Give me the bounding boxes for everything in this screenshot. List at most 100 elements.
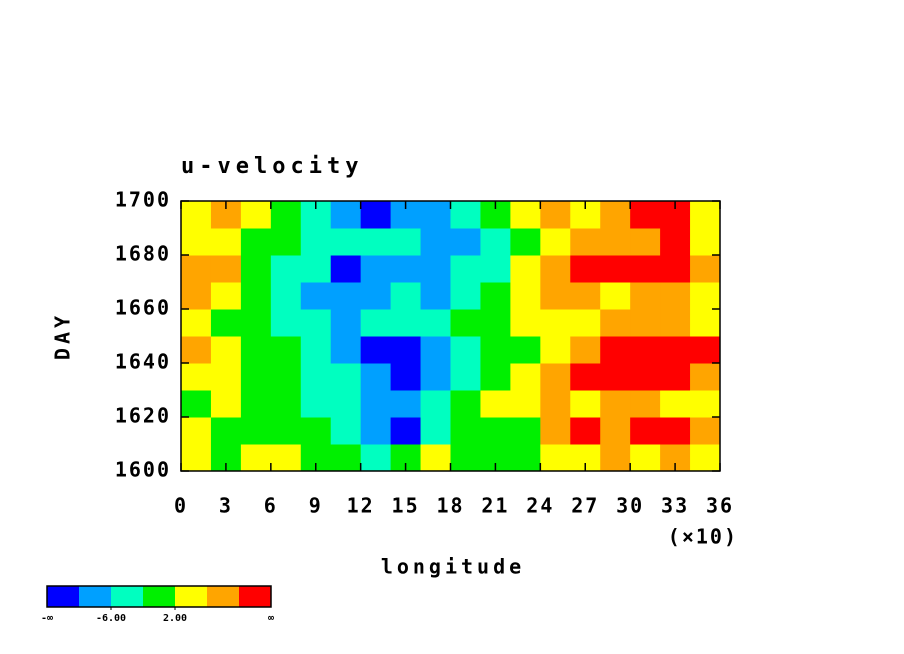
heatmap-cell bbox=[181, 444, 212, 472]
heatmap-cell bbox=[270, 282, 302, 310]
x-tick-label: 6 bbox=[264, 494, 278, 518]
x-tick-label: 0 bbox=[174, 494, 188, 518]
heatmap-cell bbox=[420, 390, 451, 418]
y-tick-label: 1700 bbox=[115, 188, 171, 212]
heatmap-cell bbox=[540, 309, 571, 337]
colorbar-swatch bbox=[79, 586, 111, 607]
heatmap-cell bbox=[210, 309, 242, 337]
heatmap-cell bbox=[240, 309, 272, 337]
heatmap-cell bbox=[390, 255, 422, 283]
heatmap-cell bbox=[510, 228, 541, 256]
heatmap-cell bbox=[390, 309, 422, 337]
heatmap-cell bbox=[600, 201, 631, 229]
heatmap-cell bbox=[330, 336, 362, 364]
heatmap-cell bbox=[540, 363, 571, 391]
heatmap-cell bbox=[630, 309, 661, 337]
heatmap-cell bbox=[270, 363, 302, 391]
heatmap-cell bbox=[210, 255, 242, 283]
heatmap-cell bbox=[600, 336, 631, 364]
heatmap-cell bbox=[360, 444, 392, 472]
heatmap-cell bbox=[270, 336, 302, 364]
heatmap-cell bbox=[181, 282, 212, 310]
colorbar-swatch bbox=[239, 586, 271, 607]
colorbar-tick-label: 2.00 bbox=[163, 613, 187, 624]
heatmap-cell bbox=[360, 363, 392, 391]
heatmap-cell bbox=[181, 363, 212, 391]
heatmap-cell bbox=[390, 363, 422, 391]
heatmap-cell bbox=[540, 228, 571, 256]
heatmap-cell bbox=[600, 228, 631, 256]
x-tick-label: 33 bbox=[661, 494, 689, 518]
heatmap-cell bbox=[420, 282, 451, 310]
heatmap-cell bbox=[420, 228, 451, 256]
heatmap-cell bbox=[660, 417, 691, 445]
heatmap-cell bbox=[570, 336, 601, 364]
heatmap-cell bbox=[240, 282, 272, 310]
heatmap-cell bbox=[420, 201, 451, 229]
x-tick-label: 15 bbox=[392, 494, 420, 518]
heatmap-cell bbox=[390, 417, 422, 445]
colorbar-swatch bbox=[143, 586, 175, 607]
heatmap-cell bbox=[480, 336, 511, 364]
heatmap-cell bbox=[240, 444, 272, 472]
heatmap-cell bbox=[450, 336, 481, 364]
heatmap-cell bbox=[450, 363, 481, 391]
heatmap-cell bbox=[630, 363, 661, 391]
heatmap-cell bbox=[300, 282, 332, 310]
heatmap-cell bbox=[510, 417, 541, 445]
heatmap-cell bbox=[600, 444, 631, 472]
heatmap-cell bbox=[300, 363, 332, 391]
y-tick-label: 1600 bbox=[115, 458, 171, 482]
heatmap-cell bbox=[270, 201, 302, 229]
heatmap-cell bbox=[420, 363, 451, 391]
heatmap-cell bbox=[570, 309, 601, 337]
heatmap-cell bbox=[450, 309, 481, 337]
heatmap-cell bbox=[570, 390, 601, 418]
heatmap-cell bbox=[330, 201, 362, 229]
heatmap-cell bbox=[480, 255, 511, 283]
heatmap-cell bbox=[660, 255, 691, 283]
heatmap-cell bbox=[360, 255, 392, 283]
x-tick-label: 18 bbox=[436, 494, 464, 518]
heatmap-cell bbox=[690, 336, 721, 364]
heatmap-cell bbox=[690, 282, 721, 310]
heatmap-cell bbox=[240, 363, 272, 391]
heatmap-cell bbox=[450, 390, 481, 418]
heatmap-cell bbox=[360, 201, 392, 229]
y-tick-label: 1640 bbox=[115, 350, 171, 374]
heatmap-cell bbox=[300, 255, 332, 283]
heatmap-cell bbox=[450, 201, 481, 229]
heatmap-cell bbox=[300, 309, 332, 337]
heatmap-cell bbox=[600, 363, 631, 391]
heatmap-cell bbox=[600, 255, 631, 283]
heatmap-cell bbox=[300, 228, 332, 256]
heatmap-cell bbox=[660, 336, 691, 364]
colorbar-frame bbox=[46, 585, 272, 608]
heatmap-cell bbox=[630, 282, 661, 310]
x-tick-label: 12 bbox=[347, 494, 375, 518]
heatmap-cell bbox=[600, 417, 631, 445]
heatmap-cell bbox=[330, 417, 362, 445]
heatmap-cell bbox=[360, 390, 392, 418]
heatmap-cell bbox=[510, 282, 541, 310]
y-tick-label: 1680 bbox=[115, 242, 171, 266]
heatmap-cell bbox=[510, 444, 541, 472]
heatmap-cell bbox=[630, 201, 661, 229]
heatmap-cell bbox=[270, 228, 302, 256]
heatmap-cell bbox=[330, 309, 362, 337]
heatmap-cell bbox=[630, 228, 661, 256]
heatmap-cell bbox=[330, 390, 362, 418]
heatmap-cell bbox=[600, 282, 631, 310]
heatmap-cell bbox=[210, 336, 242, 364]
heatmap-cell bbox=[450, 228, 481, 256]
heatmap-cell bbox=[450, 417, 481, 445]
heatmap-cell bbox=[360, 228, 392, 256]
heatmap-cell bbox=[330, 363, 362, 391]
heatmap-cell bbox=[390, 282, 422, 310]
heatmap-cell bbox=[240, 390, 272, 418]
heatmap-cell bbox=[540, 336, 571, 364]
x-tick-label: 9 bbox=[309, 494, 323, 518]
heatmap-cell bbox=[630, 390, 661, 418]
x-tick-label: 21 bbox=[481, 494, 509, 518]
heatmap-cell bbox=[570, 363, 601, 391]
